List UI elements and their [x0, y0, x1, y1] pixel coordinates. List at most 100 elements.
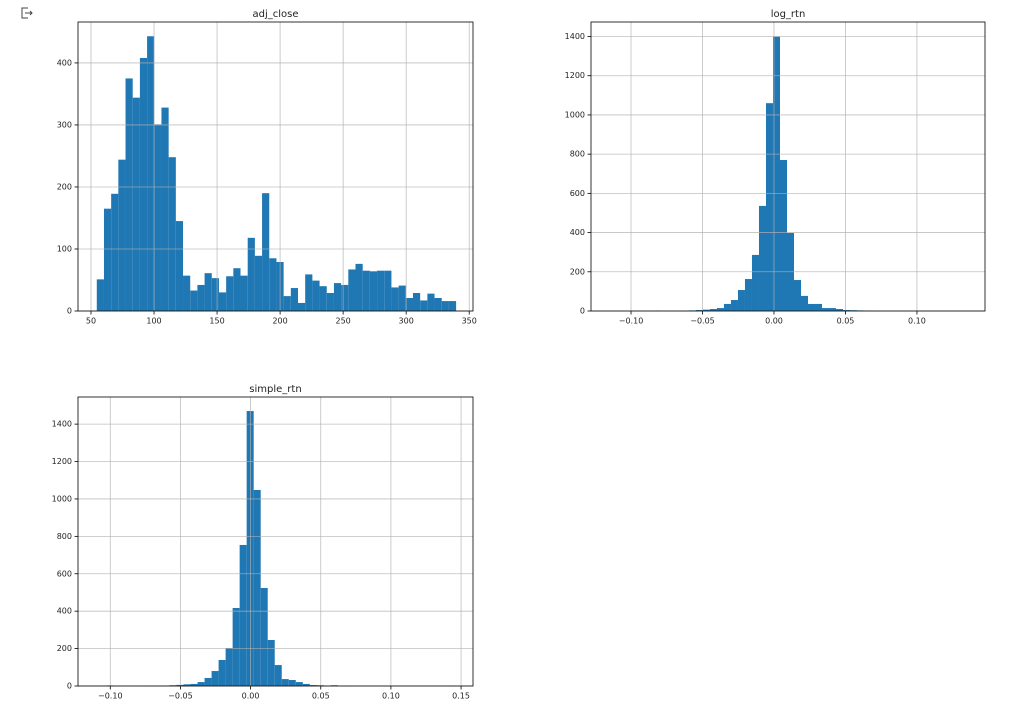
bar — [377, 270, 385, 311]
bar — [448, 301, 457, 311]
bar — [218, 659, 226, 686]
x-tick-label: −0.05 — [690, 317, 715, 326]
bar — [232, 607, 240, 686]
plot-area — [78, 397, 473, 686]
bar — [384, 270, 392, 311]
bar — [96, 279, 104, 311]
bar — [211, 278, 219, 311]
x-tick-label: 100 — [146, 317, 161, 326]
y-tick-label: 200 — [570, 267, 585, 276]
y-tick-label: 1400 — [565, 32, 585, 41]
bar — [118, 159, 126, 311]
bar — [161, 107, 169, 311]
bar — [758, 205, 766, 311]
x-tick-label: 50 — [86, 317, 96, 326]
bar — [309, 685, 317, 686]
y-tick-label: 0 — [67, 307, 72, 316]
bar — [434, 297, 442, 311]
y-tick-label: 400 — [57, 607, 72, 616]
bar — [843, 310, 851, 311]
bar — [197, 682, 205, 686]
bar — [765, 103, 773, 312]
bar — [281, 679, 289, 686]
bar — [319, 286, 327, 311]
bar — [412, 293, 421, 311]
y-tick-label: 800 — [570, 150, 585, 159]
y-tick-label: 200 — [57, 182, 72, 191]
bar — [183, 684, 191, 686]
subplot-title: simple_rtn — [249, 384, 301, 395]
bar — [218, 292, 227, 311]
bar — [197, 284, 205, 311]
bar — [801, 295, 809, 311]
bar — [132, 97, 140, 311]
y-tick-label: 800 — [57, 532, 72, 541]
x-tick-label: 0.10 — [908, 317, 926, 326]
bar — [391, 287, 399, 311]
bar — [233, 268, 241, 311]
grid — [78, 397, 473, 687]
x-tick-label: −0.10 — [619, 317, 644, 326]
bar — [779, 160, 787, 311]
bar — [829, 308, 837, 311]
x-tick-label: 250 — [335, 317, 350, 326]
bar — [139, 57, 148, 311]
x-tick-label: 350 — [462, 317, 477, 326]
x-tick-label: 0.00 — [765, 317, 783, 326]
bar — [695, 310, 703, 311]
bar — [427, 293, 435, 311]
bar — [348, 269, 356, 311]
bar — [298, 302, 306, 311]
x-tick-label: 300 — [399, 317, 414, 326]
subplot-title: log_rtn — [771, 9, 806, 20]
bar — [420, 300, 428, 311]
bar — [147, 36, 155, 311]
x-tick-label: 200 — [272, 317, 287, 326]
bar — [716, 308, 724, 311]
y-tick-label: 0 — [67, 682, 72, 691]
bar — [709, 309, 717, 311]
bar — [274, 665, 282, 686]
bar — [190, 290, 198, 311]
bar — [333, 283, 342, 311]
y-tick-label: 400 — [57, 58, 72, 67]
bar — [239, 544, 247, 686]
bar — [175, 221, 184, 311]
bar — [305, 274, 313, 311]
bar — [254, 255, 263, 311]
bar — [247, 237, 255, 311]
bar — [405, 297, 413, 311]
bar — [283, 296, 291, 311]
bar — [822, 308, 830, 311]
bar — [836, 309, 844, 311]
bar — [737, 290, 745, 311]
bar — [362, 270, 370, 311]
bar — [751, 254, 759, 311]
subplot: −0.10 −0.05 0.00 0.05 0.10 0.15 0 200 400 600 800 1… — [52, 384, 474, 701]
y-tick-label: 300 — [57, 120, 72, 129]
x-tick-label: 0.05 — [837, 317, 855, 326]
bar — [702, 309, 710, 311]
axes-frame — [77, 21, 474, 312]
x-tick-label: 150 — [209, 317, 224, 326]
x-tick-label: 0.00 — [242, 692, 260, 701]
bar — [815, 303, 823, 311]
bar — [808, 303, 816, 311]
bar — [125, 78, 133, 311]
axes-frame — [590, 21, 986, 312]
bar — [225, 648, 233, 686]
bar — [295, 682, 303, 686]
bar — [794, 280, 802, 311]
bar — [302, 683, 310, 686]
y-tick-label: 1000 — [52, 494, 72, 503]
axes-frame — [77, 396, 474, 687]
bar — [326, 293, 334, 311]
bar — [204, 273, 212, 311]
bar — [204, 677, 212, 686]
bar — [290, 288, 299, 311]
y-tick-label: 0 — [580, 307, 585, 316]
bar — [154, 124, 162, 311]
x-tick-label: 0.10 — [382, 692, 400, 701]
bar — [262, 193, 270, 311]
